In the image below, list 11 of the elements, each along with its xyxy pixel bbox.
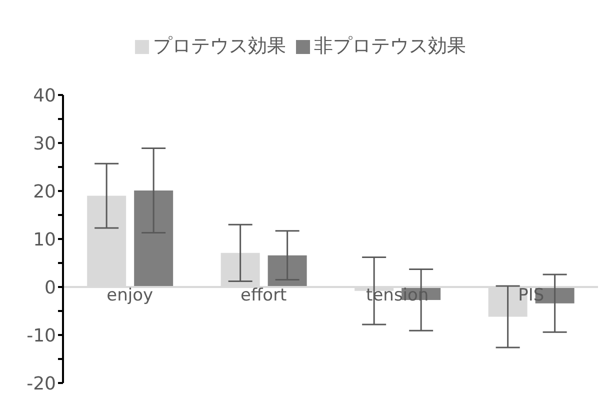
y-tick-label: 30: [33, 133, 56, 154]
legend-label: 非プロテウス効果: [314, 35, 466, 57]
legend-label: プロテウス効果: [153, 35, 286, 57]
y-tick-label: 20: [33, 181, 56, 202]
x-tick-label: effort: [240, 285, 288, 306]
y-tick-label: 10: [33, 229, 56, 250]
y-tick-label: 40: [33, 85, 56, 106]
y-tick-label: 0: [44, 277, 56, 298]
y-tick-label: -20: [26, 373, 56, 394]
y-tick-label: -10: [26, 325, 56, 346]
x-tick-label: enjoy: [106, 285, 154, 306]
